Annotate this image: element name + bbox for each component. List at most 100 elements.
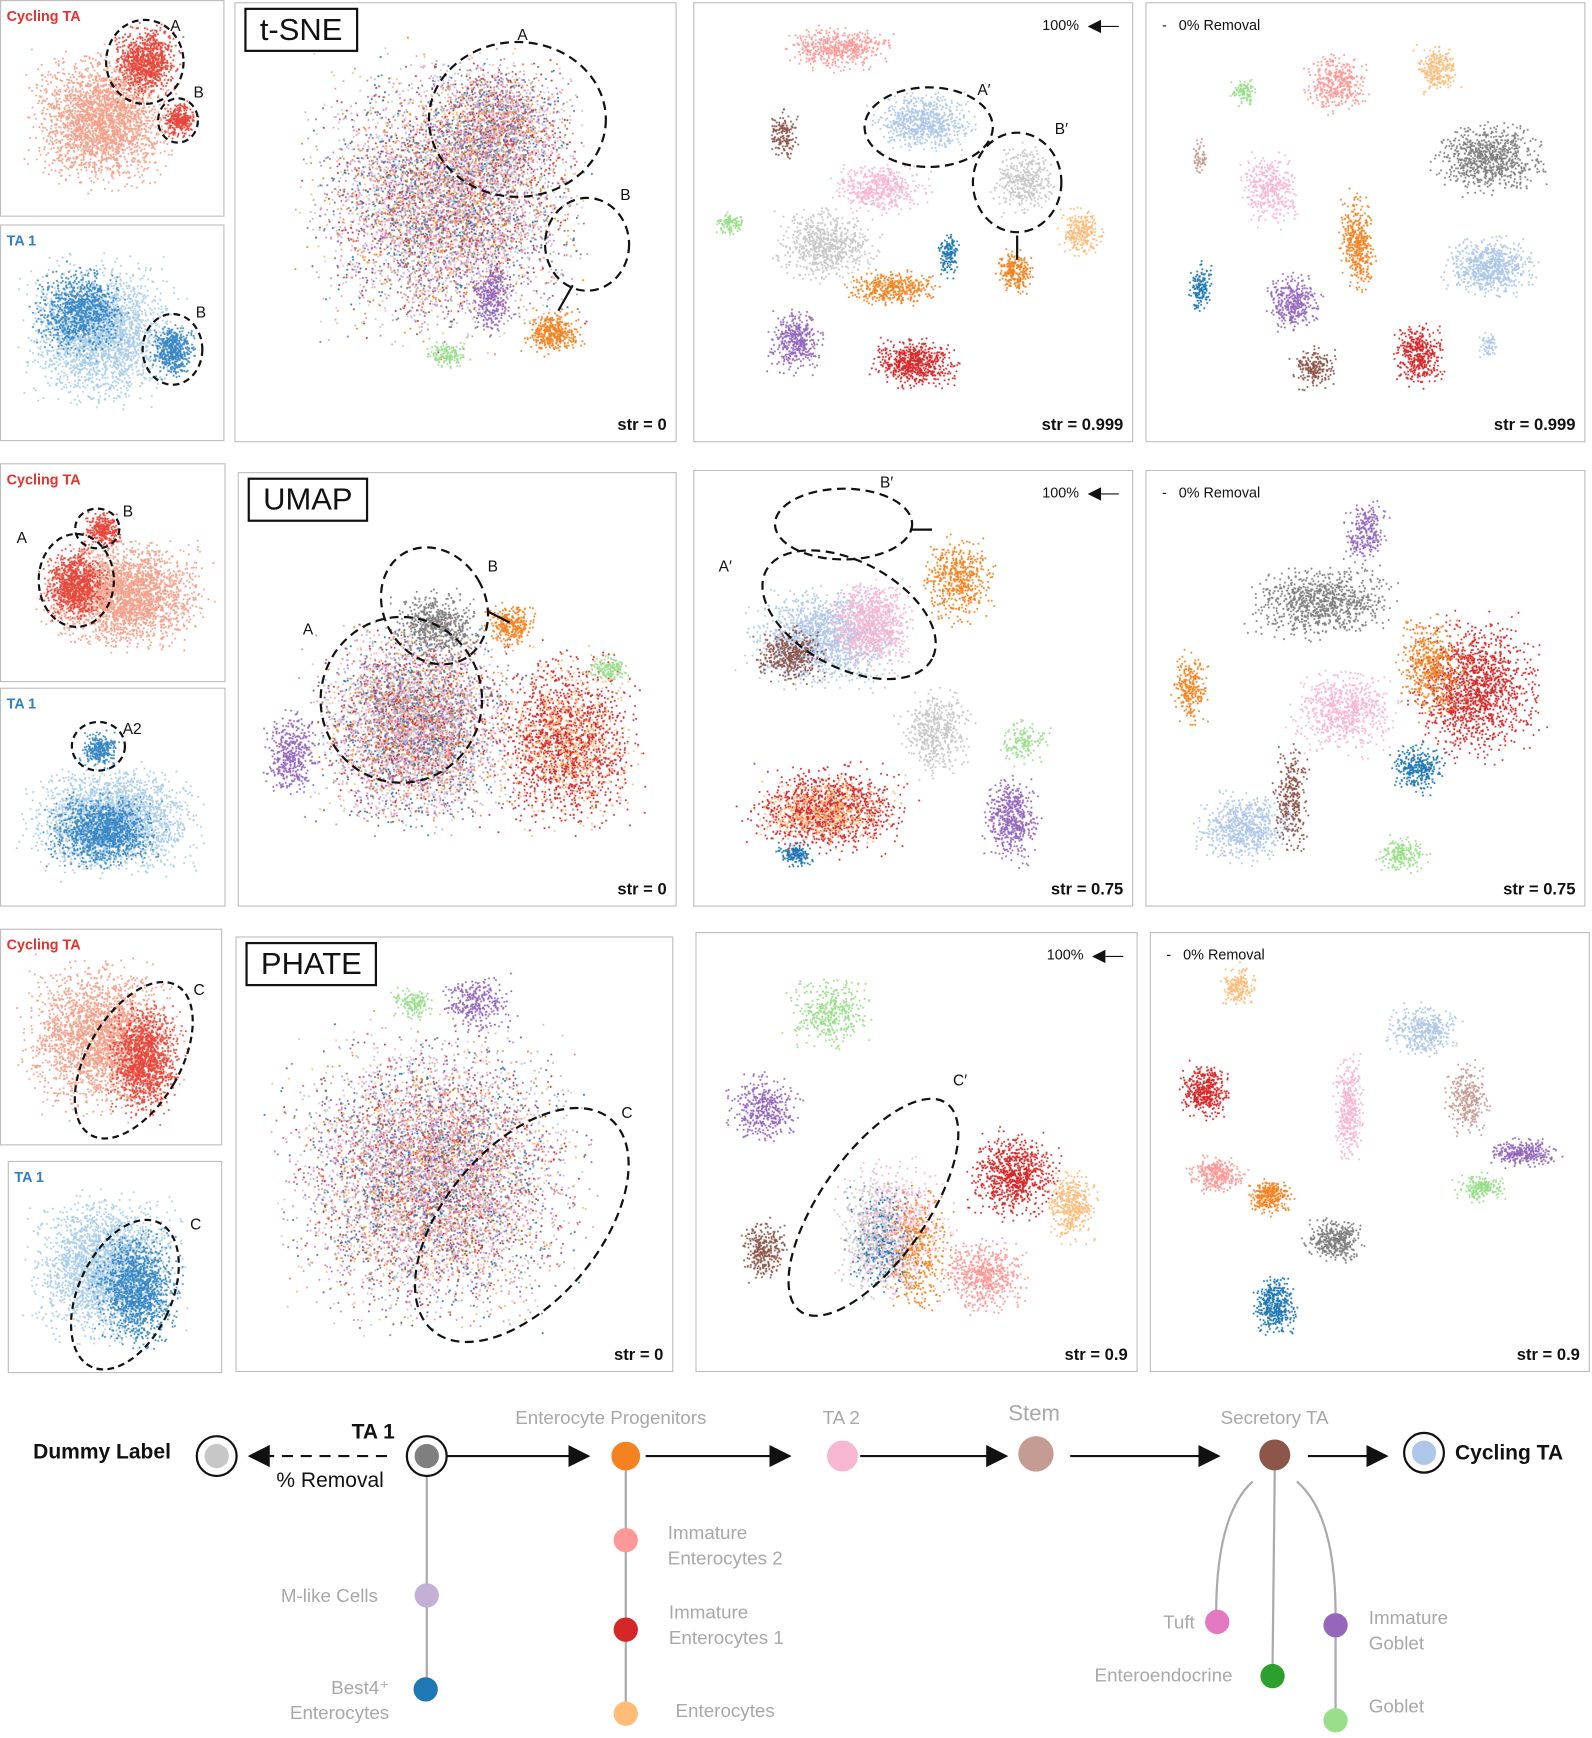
annotation-letter: A <box>302 620 314 638</box>
annotation-letter: B <box>620 185 631 204</box>
panel-label: TA 1 <box>6 232 37 249</box>
strength-label: str = 0.999 <box>1493 415 1576 435</box>
legend-label-ep: Enterocyte Progenitors <box>515 1407 707 1429</box>
umap-cycling-ta-panel: Cycling TA A B <box>0 463 226 683</box>
legend-dot-mlike <box>414 1583 439 1608</box>
scatter-plot <box>1146 470 1585 906</box>
annotation-letter: A <box>170 16 181 35</box>
strength-label: str = 0.75 <box>1503 880 1576 899</box>
method-title: PHATE <box>245 941 378 987</box>
annotation-letter: A′ <box>977 80 991 99</box>
umap-main-panel: UMAP A B str = 0 <box>237 472 677 907</box>
umap-right-panel: - 0% Removal str = 0.75 <box>1145 469 1586 907</box>
removal-label: % Removal <box>276 1469 384 1493</box>
panel-label: Cycling TA <box>6 936 81 954</box>
legend-dot-gob <box>1323 1708 1348 1733</box>
legend-label-mlike: M-like Cells <box>280 1585 378 1607</box>
strength-label: str = 0 <box>614 1345 664 1365</box>
method-title: UMAP <box>247 477 369 522</box>
legend-dot-ig <box>1323 1613 1348 1638</box>
legend-dot-ep <box>611 1441 641 1471</box>
strength-label: str = 0.999 <box>1041 415 1124 435</box>
annotation-letter: B <box>195 302 207 321</box>
lineage-connectors <box>247 1445 1389 1714</box>
scatter-plot <box>1 1 224 216</box>
scatter-plot <box>694 470 1133 906</box>
scatter-plot <box>1 225 224 441</box>
panel-label: Cycling TA <box>6 7 81 25</box>
legend-dot-ie2 <box>613 1527 638 1553</box>
legend-dot-dummy <box>204 1443 229 1469</box>
annotation-letter: A <box>16 528 27 547</box>
annotation-letter: B′ <box>880 473 894 491</box>
annotation-letter: C′ <box>953 1071 968 1090</box>
tsne-ta1-panel: TA 1 B <box>0 224 225 442</box>
panel-label: Cycling TA <box>6 470 81 488</box>
removal-label: - 0% Removal <box>1166 946 1265 963</box>
percent-label: 100% <box>1042 16 1080 34</box>
legend-dot-stem <box>1018 1436 1054 1472</box>
annotation-letter: B <box>122 501 134 520</box>
legend-dot-sec <box>1259 1439 1291 1471</box>
phate-cycling-ta-panel: Cycling TA C <box>0 928 223 1146</box>
scatter-plot <box>1 929 222 1145</box>
annotation-letter: B′ <box>1054 119 1068 138</box>
tsne-mid-panel: 100% ◀— A′ B′ str = 0.999 <box>693 2 1134 443</box>
tsne-right-panel: - 0% Removal str = 0.999 <box>1145 2 1586 443</box>
panel-label: TA 1 <box>14 1168 44 1186</box>
umap-ta1-panel: TA 1 A2 <box>0 687 226 907</box>
legend-dot-ie1 <box>613 1617 638 1642</box>
strength-label: str = 0.75 <box>1050 880 1124 899</box>
legend-dot-ta1 <box>414 1443 439 1469</box>
annotation-letter: B <box>487 557 498 575</box>
legend-label-stem: Stem <box>1008 1401 1060 1427</box>
scatter-plot <box>236 937 673 1371</box>
phate-right-panel: - 0% Removal str = 0.9 <box>1149 932 1590 1373</box>
scatter-plot <box>8 1161 222 1373</box>
legend-dot-tuft <box>1205 1609 1230 1635</box>
legend-label-tuft: Tuft <box>1163 1611 1195 1633</box>
percent-label: 100% <box>1046 946 1084 963</box>
arrow-left-icon: ◀— <box>1087 484 1119 504</box>
legend-label-best4: Best4⁺ Enterocytes <box>289 1677 390 1724</box>
legend-dot-ta2 <box>826 1440 858 1472</box>
tsne-cycling-ta-panel: Cycling TA A B <box>0 0 225 217</box>
strength-label: str = 0 <box>617 415 667 435</box>
phate-main-panel: PHATE C str = 0 <box>235 936 674 1373</box>
arrow-left-icon: ◀— <box>1091 946 1124 966</box>
legend-dot-ee <box>1260 1663 1285 1689</box>
arrow-left-icon: ◀— <box>1087 16 1119 36</box>
scatter-plot <box>694 3 1133 442</box>
phate-mid-panel: 100% ◀— C′ str = 0.9 <box>695 932 1138 1373</box>
tsne-main-panel: t-SNE A B str = 0 <box>234 2 677 443</box>
scatter-plot <box>1146 3 1585 442</box>
annotation-letter: A′ <box>718 557 732 575</box>
umap-mid-panel: 100% ◀— A′ B′ str = 0.75 <box>693 469 1134 907</box>
annotation-letter: C <box>621 1103 633 1122</box>
panel-label: TA 1 <box>6 695 37 713</box>
legend-label-ie1: Immature Enterocytes 1 <box>668 1602 784 1649</box>
legend-dot-cyc <box>1411 1440 1437 1465</box>
legend-label-ie2: Immature Enterocytes 2 <box>667 1522 783 1569</box>
scatter-plot <box>238 473 676 906</box>
strength-label: str = 0.9 <box>1516 1345 1580 1365</box>
legend-label-ta1: TA 1 <box>351 1420 395 1444</box>
annotation-letter: C <box>193 980 205 999</box>
method-title: t-SNE <box>244 7 358 52</box>
legend-label-ent: Enterocytes <box>675 1700 775 1722</box>
annotation-letter: C <box>190 1215 202 1233</box>
legend-label-cyc: Cycling TA <box>1454 1441 1564 1465</box>
legend-label-dummy: Dummy Label <box>33 1440 171 1464</box>
scatter-plot <box>1150 933 1589 1371</box>
strength-label: str = 0 <box>617 880 667 899</box>
percent-label: 100% <box>1042 484 1080 501</box>
annotation-letter: B <box>193 82 204 101</box>
annotation-letter: A <box>517 25 528 44</box>
legend-label-ee: Enteroendocrine <box>1094 1665 1233 1687</box>
legend-label-gob: Goblet <box>1368 1695 1425 1717</box>
strength-label: str = 0.9 <box>1064 1345 1128 1365</box>
legend-label-sec: Secretory TA <box>1220 1407 1329 1429</box>
scatter-plot <box>696 933 1137 1371</box>
annotation-letter: A2 <box>122 719 142 738</box>
phate-ta1-panel: TA 1 C <box>7 1160 223 1374</box>
